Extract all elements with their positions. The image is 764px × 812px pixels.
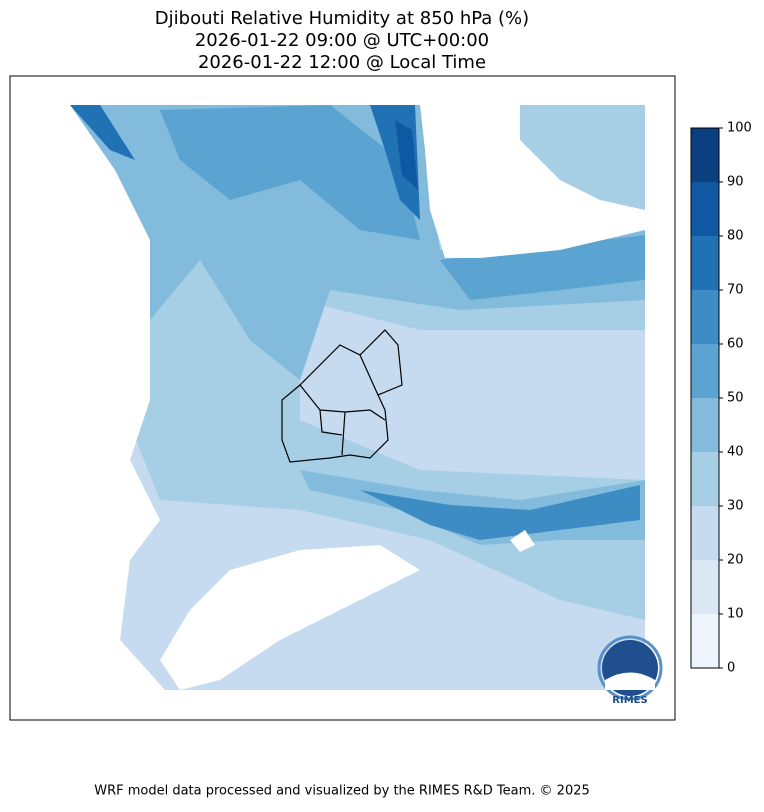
- colorbar-tick-label: 10: [727, 607, 744, 622]
- map: RIMES: [40, 105, 663, 706]
- field: [440, 235, 645, 300]
- colorbar: 0 10 20 30 40 50 60 70 80 90 100: [690, 121, 752, 676]
- colorbar-segment: [691, 236, 719, 290]
- colorbar-tick-label: 80: [727, 229, 744, 244]
- colorbar-segment: [691, 452, 719, 506]
- colorbar-tick-label: 60: [727, 337, 744, 352]
- masked-land: [40, 105, 165, 690]
- colorbar-tick-label: 70: [727, 283, 744, 298]
- colorbar-tick-label: 90: [727, 175, 744, 190]
- colorbar-segment: [691, 506, 719, 560]
- footer: WRF model data processed and visualized …: [94, 784, 590, 799]
- colorbar-segment: [691, 560, 719, 614]
- colorbar-segment: [691, 398, 719, 452]
- masked-land: [510, 530, 535, 552]
- map-frame: [9, 75, 676, 721]
- country-border: [281, 329, 403, 463]
- colorbar-tick-label: 50: [727, 391, 744, 406]
- colorbar-tick-label: 30: [727, 499, 744, 514]
- logo: RIMES: [597, 635, 663, 706]
- field: [360, 485, 640, 540]
- colorbar-tick-label: 40: [727, 445, 744, 460]
- field: [160, 105, 420, 240]
- logo-text: RIMES: [612, 695, 647, 706]
- colorbar-segment: [691, 182, 719, 236]
- colorbar-segment: [691, 614, 719, 668]
- colorbar-tick-label: 100: [727, 121, 752, 136]
- colorbar-segment: [691, 344, 719, 398]
- colorbar-segment: [691, 290, 719, 344]
- field: [70, 105, 135, 160]
- field: [395, 120, 418, 190]
- colorbar-tick-label: 20: [727, 553, 744, 568]
- title-line: Djibouti Relative Humidity at 850 hPa (%…: [155, 8, 529, 29]
- title-line: 2026-01-22 12:00 @ Local Time: [198, 52, 486, 73]
- title-line: 2026-01-22 09:00 @ UTC+00:00: [195, 30, 489, 51]
- masked-land: [160, 545, 420, 690]
- colorbar-tick-label: 0: [727, 661, 735, 676]
- masked-land: [420, 105, 645, 258]
- colorbar-segment: [691, 128, 719, 182]
